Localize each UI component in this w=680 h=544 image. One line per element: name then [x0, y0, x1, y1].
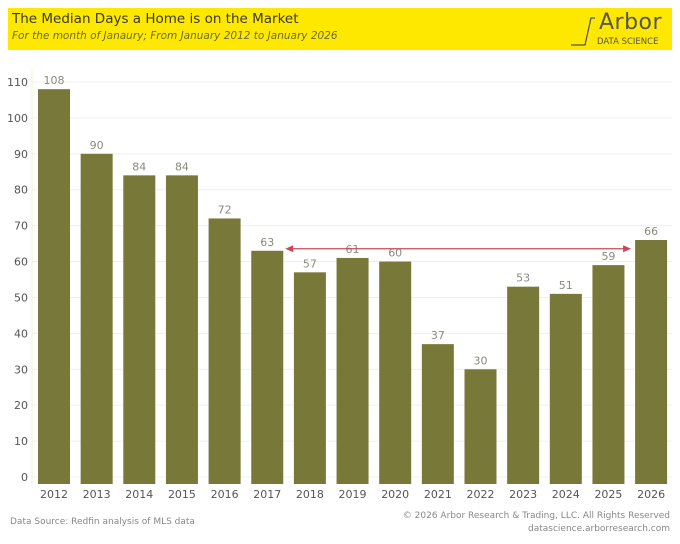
x-tick-label: 2019 [339, 488, 367, 501]
y-tick-label: 100 [7, 112, 28, 125]
bar [80, 153, 113, 484]
chart-header: The Median Days a Home is on the Market … [8, 8, 672, 50]
chart-title: The Median Days a Home is on the Market [12, 11, 299, 27]
bar [123, 175, 156, 484]
website: datascience.arborresearch.com [528, 524, 670, 534]
y-tick-label: 70 [14, 220, 28, 233]
y-tick-label: 80 [14, 184, 28, 197]
x-tick-label: 2018 [296, 488, 324, 501]
logo-subtext: DATA SCIENCE [597, 37, 659, 47]
copyright: © 2026 Arbor Research & Trading, LLC. Al… [402, 511, 670, 521]
x-tick-label: 2024 [552, 488, 580, 501]
logo-text: Arbor [599, 10, 663, 35]
chart-subtitle: For the month of Janaury; From January 2… [12, 30, 338, 42]
y-tick-label: 90 [14, 148, 28, 161]
y-tick-label: 0 [21, 471, 28, 484]
x-tick-label: 2016 [211, 488, 239, 501]
bar [38, 89, 70, 484]
data-source: Data Source: Redfin analysis of MLS data [10, 517, 195, 527]
x-tick-label: 2020 [381, 488, 409, 501]
bar [464, 369, 497, 484]
data-label: 72 [218, 203, 232, 216]
x-tick-label: 2021 [424, 488, 452, 501]
data-label: 57 [303, 257, 317, 270]
x-tick-label: 2025 [594, 488, 622, 501]
data-label: 30 [474, 354, 488, 367]
bar [549, 293, 582, 484]
logo-mark-icon [571, 17, 595, 46]
bar [379, 261, 412, 484]
y-tick-label: 50 [14, 291, 28, 304]
data-label: 37 [431, 329, 445, 342]
x-tick-label: 2015 [168, 488, 196, 501]
arrow-head-right-icon [623, 245, 632, 253]
data-label: 108 [44, 74, 65, 87]
arbor-logo: Arbor DATA SCIENCE [569, 10, 664, 50]
x-tick-label: 2026 [637, 488, 665, 501]
y-tick-label: 110 [7, 76, 28, 89]
x-tick-label: 2013 [83, 488, 111, 501]
bar [507, 286, 540, 484]
bar [165, 175, 198, 484]
x-tick-label: 2023 [509, 488, 537, 501]
x-tick-label: 2012 [40, 488, 68, 501]
data-label: 63 [260, 236, 274, 249]
data-label: 61 [346, 243, 360, 256]
data-label: 84 [132, 160, 146, 173]
bar [421, 344, 454, 484]
bar [592, 265, 625, 484]
x-tick-label: 2022 [467, 488, 495, 501]
data-label: 84 [175, 160, 189, 173]
y-tick-label: 40 [14, 327, 28, 340]
data-label: 59 [601, 250, 615, 263]
bar [293, 272, 326, 484]
data-label: 53 [516, 272, 530, 285]
bar [251, 250, 284, 484]
data-label: 60 [388, 247, 402, 260]
bar [208, 218, 241, 485]
y-tick-label: 30 [14, 363, 28, 376]
arrow-head-left-icon [285, 245, 294, 253]
data-label: 66 [644, 225, 658, 238]
bar [336, 257, 369, 484]
data-label: 90 [90, 139, 104, 152]
x-tick-label: 2017 [253, 488, 281, 501]
x-tick-label: 2014 [125, 488, 153, 501]
y-tick-label: 60 [14, 256, 28, 269]
y-tick-label: 10 [14, 435, 28, 448]
bar [635, 240, 668, 484]
y-tick-label: 20 [14, 399, 28, 412]
data-label: 51 [559, 279, 573, 292]
